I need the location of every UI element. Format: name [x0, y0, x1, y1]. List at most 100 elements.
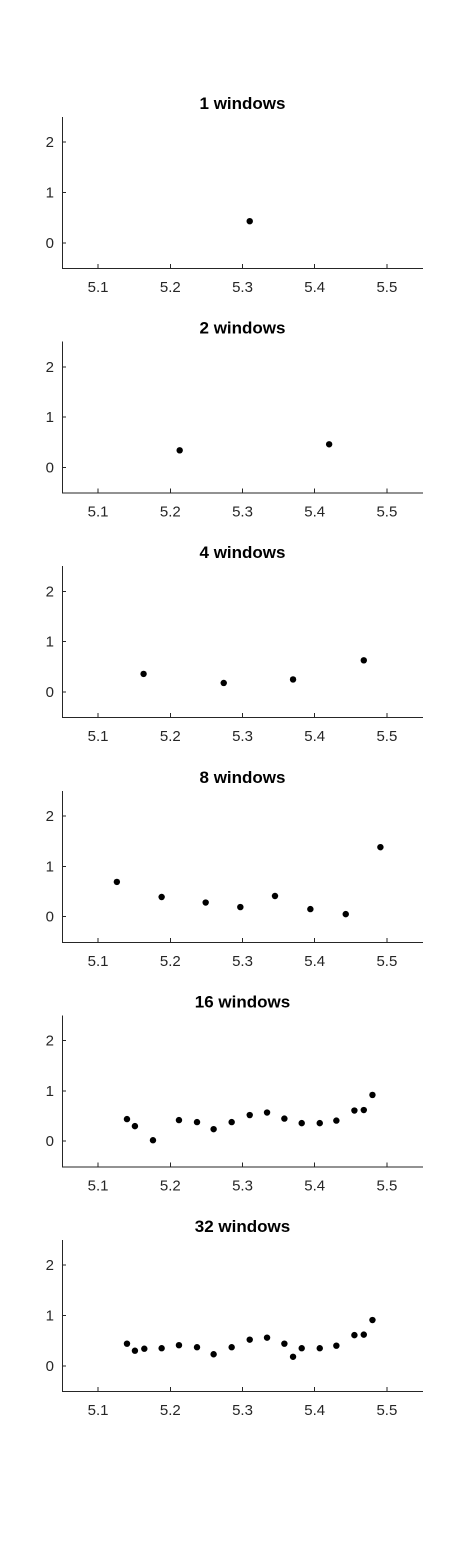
subplot-title: 2 windows — [200, 319, 286, 338]
y-tick-label: 1 — [46, 185, 54, 202]
data-point — [123, 1340, 131, 1347]
data-point — [325, 441, 333, 448]
data-point — [220, 679, 227, 687]
subplot-3: 4 windows 5.1 5.2 5.3 5.4 5.5 0 1 2 — [46, 543, 423, 745]
x-tick-label: 5.5 — [376, 953, 397, 970]
data-point — [263, 1334, 271, 1341]
y-tick-label: 0 — [46, 684, 54, 701]
subplot-4: 8 windows 5.1 5.2 5.3 5.4 5.5 0 1 2 — [46, 768, 423, 970]
data-point — [281, 1340, 288, 1347]
data-point — [289, 1353, 297, 1360]
subplot-title: 1 windows — [200, 94, 286, 113]
data-point — [377, 843, 384, 851]
y-tick-label: 2 — [46, 134, 54, 151]
x-tick-label: 5.3 — [232, 1402, 253, 1419]
x-tick-label: 5.1 — [88, 1177, 109, 1194]
x-tick-label: 5.1 — [88, 279, 109, 296]
x-tick-label: 5.1 — [88, 953, 109, 970]
x-tick-label: 5.3 — [232, 504, 253, 521]
subplot-title: 4 windows — [200, 543, 286, 562]
data-point — [316, 1345, 323, 1352]
x-tick-label: 5.3 — [232, 1177, 253, 1194]
subplot-6: 32 windows 5.1 5.2 5.3 5.4 5.5 0 1 2 — [46, 1217, 423, 1419]
x-tick-label: 5.3 — [232, 953, 253, 970]
y-tick-label: 0 — [46, 235, 54, 252]
subplot-5: 16 windows 5.1 5.2 5.3 5.4 5.5 0 1 2 — [46, 992, 423, 1194]
data-point — [228, 1344, 235, 1351]
data-point — [141, 1345, 148, 1352]
data-point — [158, 893, 165, 901]
data-point — [263, 1109, 271, 1116]
data-point — [123, 1115, 131, 1123]
y-tick-label: 2 — [46, 1257, 54, 1274]
subplot-1: 1 windows 5.1 5.2 5.3 5.4 5.5 0 1 2 — [46, 94, 423, 296]
data-point — [298, 1119, 305, 1127]
x-tick-label: 5.4 — [304, 953, 325, 970]
data-point — [246, 217, 253, 225]
x-tick-label: 5.1 — [88, 504, 109, 521]
data-point — [193, 1118, 201, 1126]
data-point — [271, 892, 279, 900]
data-point — [149, 1137, 157, 1144]
y-tick-label: 1 — [46, 1083, 54, 1100]
x-tick-label: 5.1 — [88, 728, 109, 745]
data-point — [289, 676, 297, 683]
data-point — [175, 1116, 183, 1124]
subplot-title: 32 windows — [195, 1217, 290, 1236]
x-tick-label: 5.2 — [160, 1177, 181, 1194]
data-point — [246, 1111, 253, 1119]
data-point — [176, 447, 183, 454]
y-tick-label: 0 — [46, 459, 54, 476]
x-tick-label: 5.2 — [160, 728, 181, 745]
x-tick-label: 5.1 — [88, 1402, 109, 1419]
data-point — [298, 1345, 305, 1352]
x-tick-label: 5.5 — [376, 1402, 397, 1419]
data-point — [333, 1342, 340, 1349]
data-point — [113, 878, 121, 886]
y-tick-label: 2 — [46, 359, 54, 376]
x-tick-label: 5.5 — [376, 279, 397, 296]
y-tick-label: 1 — [46, 858, 54, 875]
data-point — [228, 1118, 235, 1126]
data-point — [360, 1331, 367, 1338]
x-tick-label: 5.4 — [304, 504, 325, 521]
x-tick-label: 5.2 — [160, 953, 181, 970]
y-tick-label: 0 — [46, 1358, 54, 1375]
x-tick-label: 5.2 — [160, 1402, 181, 1419]
data-point — [351, 1331, 358, 1339]
subplot-title: 8 windows — [200, 768, 286, 787]
x-tick-label: 5.5 — [376, 1177, 397, 1194]
data-point — [351, 1107, 358, 1114]
y-tick-label: 0 — [46, 909, 54, 926]
x-tick-label: 5.5 — [376, 504, 397, 521]
x-tick-label: 5.4 — [304, 1402, 325, 1419]
x-tick-label: 5.2 — [160, 279, 181, 296]
data-point — [131, 1122, 139, 1130]
y-tick-label: 1 — [46, 634, 54, 651]
data-point — [369, 1091, 376, 1099]
data-point — [175, 1341, 183, 1349]
x-tick-label: 5.5 — [376, 728, 397, 745]
data-point — [333, 1117, 340, 1124]
x-tick-label: 5.2 — [160, 504, 181, 521]
x-tick-label: 5.3 — [232, 728, 253, 745]
x-tick-label: 5.4 — [304, 1177, 325, 1194]
x-tick-label: 5.4 — [304, 279, 325, 296]
data-point — [140, 670, 147, 678]
subplot-title: 16 windows — [195, 992, 290, 1011]
data-point — [131, 1347, 139, 1354]
y-tick-label: 1 — [46, 1308, 54, 1325]
data-point — [360, 1106, 367, 1114]
subplot-panels: 1 windows 5.1 5.2 5.3 5.4 5.5 0 1 2 2 windows 5.1 5… — [46, 94, 423, 1419]
data-point — [316, 1119, 323, 1127]
data-point — [307, 905, 314, 913]
data-point — [281, 1115, 288, 1122]
data-point — [369, 1316, 376, 1324]
data-point — [342, 910, 349, 918]
data-point — [210, 1351, 217, 1358]
x-tick-label: 5.3 — [232, 279, 253, 296]
subplot-2: 2 windows 5.1 5.2 5.3 5.4 5.5 0 1 2 — [46, 319, 423, 521]
y-tick-label: 1 — [46, 409, 54, 426]
data-point — [202, 899, 209, 906]
